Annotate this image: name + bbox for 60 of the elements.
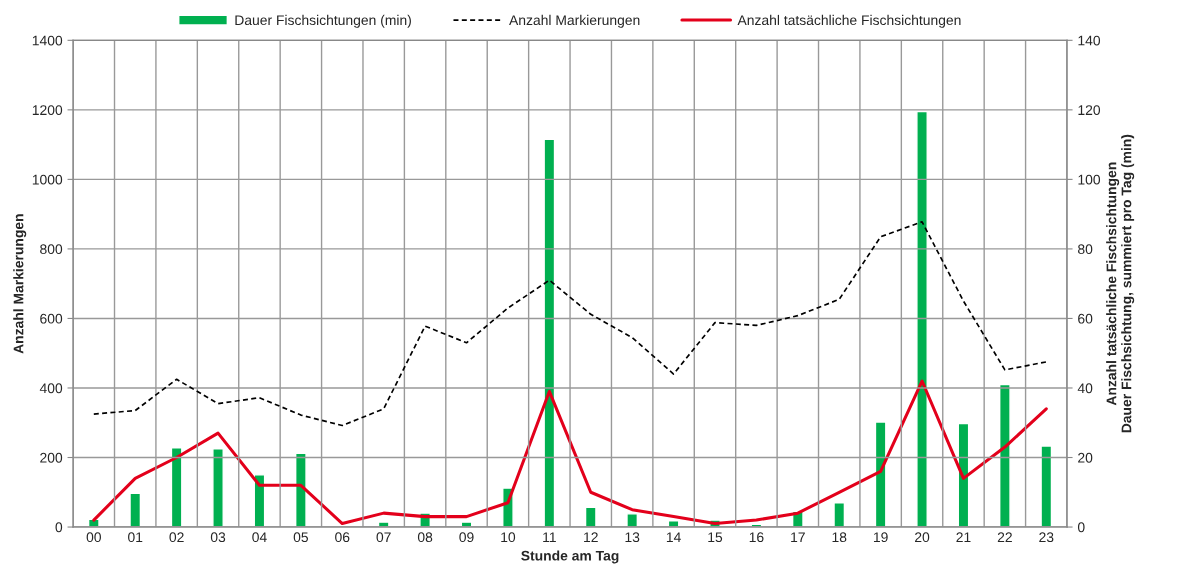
y-tick-label: 600 (40, 313, 63, 324)
x-tick-label: 00 (86, 532, 101, 543)
x-tick-label: 15 (708, 532, 723, 543)
y2-tick-label: 60 (1078, 313, 1093, 324)
x-tick-label: 05 (293, 532, 309, 543)
y-tick-label: 200 (40, 452, 63, 463)
x-tick-label: 07 (376, 532, 391, 543)
x-tick-label: 11 (543, 532, 556, 542)
y2-tick-label: 120 (1078, 105, 1101, 116)
bar (916, 110, 928, 528)
x-tick-label: 19 (873, 532, 888, 543)
bar (626, 513, 639, 528)
x-tick-label: 01 (128, 532, 143, 543)
bar (377, 521, 390, 528)
legend-label: Dauer Fischsichtungen (min) (235, 14, 411, 28)
x-tick-label: 16 (749, 532, 764, 543)
y-tick-label: 1400 (32, 35, 63, 46)
x-tick-label: 12 (584, 532, 598, 542)
x-tick-label: 04 (252, 532, 267, 543)
x-tick-label: 10 (501, 532, 516, 543)
x-tick-label: 09 (459, 532, 474, 543)
y-tick-label: 1000 (32, 174, 63, 185)
legend-label: Anzahl tatsächliche Fischsichtungen (737, 14, 961, 28)
x-tick-label: 08 (417, 532, 433, 543)
y-axis-title: Anzahl Markierungen (13, 214, 27, 354)
bar (294, 452, 307, 528)
y2-tick-label: 100 (1078, 174, 1101, 185)
y-tick-label: 400 (39, 383, 63, 394)
y2-tick-label: 0 (1077, 522, 1085, 533)
x-tick-label: 21 (956, 532, 971, 542)
line-series (92, 379, 1048, 526)
x-tick-label: 14 (666, 532, 681, 542)
y-tick-label: 800 (40, 244, 63, 255)
x-tick-label: 17 (791, 532, 805, 542)
bar (584, 506, 597, 528)
y2-tick-label: 80 (1078, 244, 1093, 255)
y-tick-label: 0 (55, 522, 63, 533)
x-tick-label: 20 (915, 532, 930, 543)
bar (999, 383, 1011, 528)
bar (212, 448, 224, 528)
y2-tick-label: 20 (1078, 452, 1093, 463)
x-tick-label: 22 (997, 532, 1012, 542)
y2-tick-label: 40 (1077, 383, 1093, 394)
x-tick-label: 18 (832, 532, 847, 543)
bar (874, 421, 887, 528)
bar (129, 492, 142, 528)
y-tick-label: 1200 (32, 105, 63, 116)
line-series (92, 220, 1048, 427)
x-tick-label: 06 (335, 532, 350, 543)
x-axis-title: Stunde am Tag (521, 550, 619, 564)
bar (833, 502, 846, 528)
bar (1040, 445, 1053, 528)
x-tick-label: 13 (625, 532, 640, 543)
x-tick-label: 23 (1039, 532, 1054, 543)
y2-axis-title: Anzahl tatsächliche Fischsichtungen Dauer Fischsichtung, summiert pro Tag (min) (1106, 134, 1135, 433)
x-tick-label: 02 (169, 532, 184, 543)
y2-tick-label: 140 (1078, 35, 1101, 46)
legend-label: Anzahl Markierungen (509, 14, 640, 28)
bar (543, 138, 556, 528)
x-tick-label: 03 (210, 532, 226, 543)
